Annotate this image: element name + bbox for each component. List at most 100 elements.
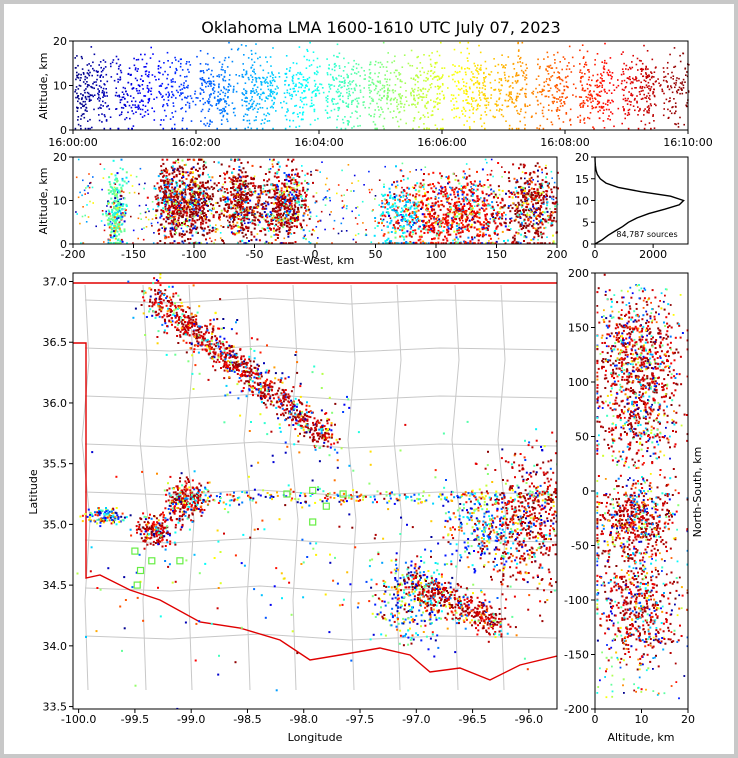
source-point xyxy=(471,208,474,211)
source-point xyxy=(250,67,252,69)
source-point xyxy=(134,104,136,106)
source-point xyxy=(259,56,261,58)
source-point xyxy=(435,242,437,245)
source-point xyxy=(319,83,321,85)
source-point xyxy=(626,99,628,102)
source-point xyxy=(466,120,468,122)
source-point xyxy=(359,84,361,87)
source-point xyxy=(174,81,176,83)
source-point xyxy=(289,231,292,234)
source-point xyxy=(542,106,545,109)
source-point xyxy=(222,195,225,198)
source-point xyxy=(278,190,281,193)
source-point xyxy=(583,102,586,105)
source-point xyxy=(99,61,102,63)
source-point xyxy=(653,94,656,97)
source-point xyxy=(244,233,247,236)
source-point xyxy=(498,88,500,91)
source-point xyxy=(649,88,652,90)
source-point xyxy=(340,92,342,94)
source-point xyxy=(610,92,613,94)
source-point xyxy=(511,101,513,104)
source-point xyxy=(598,91,601,93)
source-point xyxy=(208,98,210,100)
source-point xyxy=(243,184,246,187)
source-point xyxy=(196,162,199,165)
source-point xyxy=(167,222,170,225)
source-point xyxy=(274,202,277,204)
source-point xyxy=(617,84,620,87)
source-point xyxy=(243,88,245,90)
source-point xyxy=(300,83,302,85)
source-point xyxy=(199,87,202,90)
source-point xyxy=(547,96,550,98)
source-point xyxy=(226,196,229,199)
source-point xyxy=(457,193,459,196)
source-point xyxy=(255,77,258,80)
source-point xyxy=(266,216,269,219)
source-point xyxy=(172,93,174,96)
source-point xyxy=(639,93,641,96)
source-point xyxy=(541,109,544,112)
source-point xyxy=(288,92,291,95)
source-point xyxy=(279,213,282,216)
source-point xyxy=(547,56,549,58)
source-point xyxy=(201,222,204,225)
source-point xyxy=(358,97,360,99)
source-point xyxy=(676,91,679,94)
source-point xyxy=(515,75,517,77)
source-point xyxy=(106,219,109,222)
source-point xyxy=(225,88,228,91)
source-point xyxy=(341,100,344,102)
source-point xyxy=(116,199,119,202)
source-point xyxy=(429,183,432,186)
source-point xyxy=(124,104,126,106)
source-point xyxy=(194,185,197,188)
source-point xyxy=(290,225,293,228)
source-point xyxy=(495,226,498,229)
source-point xyxy=(276,205,279,208)
source-point xyxy=(403,54,406,56)
source-point xyxy=(285,209,288,212)
source-point xyxy=(179,206,182,209)
source-point xyxy=(372,82,375,85)
source-point xyxy=(183,239,186,242)
source-point xyxy=(243,194,246,197)
source-point xyxy=(613,125,615,128)
source-point xyxy=(92,95,94,98)
source-point xyxy=(517,95,519,98)
source-point xyxy=(398,111,400,114)
source-point xyxy=(609,71,611,73)
source-point xyxy=(663,71,665,73)
source-point xyxy=(170,199,173,201)
source-point xyxy=(199,70,202,73)
source-point xyxy=(389,111,392,113)
source-point xyxy=(115,193,118,196)
source-point xyxy=(209,195,212,198)
source-point xyxy=(145,66,147,68)
source-point xyxy=(106,213,109,216)
source-point xyxy=(291,79,294,81)
source-point xyxy=(241,99,243,101)
source-point xyxy=(201,84,203,86)
source-point xyxy=(674,86,676,89)
source-point xyxy=(423,215,426,218)
source-point xyxy=(247,202,250,204)
source-point xyxy=(91,74,93,77)
source-point xyxy=(287,180,290,183)
source-point xyxy=(182,189,185,191)
source-point xyxy=(403,106,405,108)
source-point xyxy=(240,193,243,196)
source-point xyxy=(275,206,278,209)
source-point xyxy=(241,92,244,94)
source-point xyxy=(179,184,182,187)
source-point xyxy=(302,229,305,232)
source-point xyxy=(663,102,666,104)
source-point xyxy=(352,80,355,82)
source-point xyxy=(121,205,124,208)
source-point xyxy=(591,105,593,107)
source-point xyxy=(181,167,184,170)
source-point xyxy=(197,185,200,188)
source-point xyxy=(176,242,179,245)
source-point xyxy=(82,105,85,108)
